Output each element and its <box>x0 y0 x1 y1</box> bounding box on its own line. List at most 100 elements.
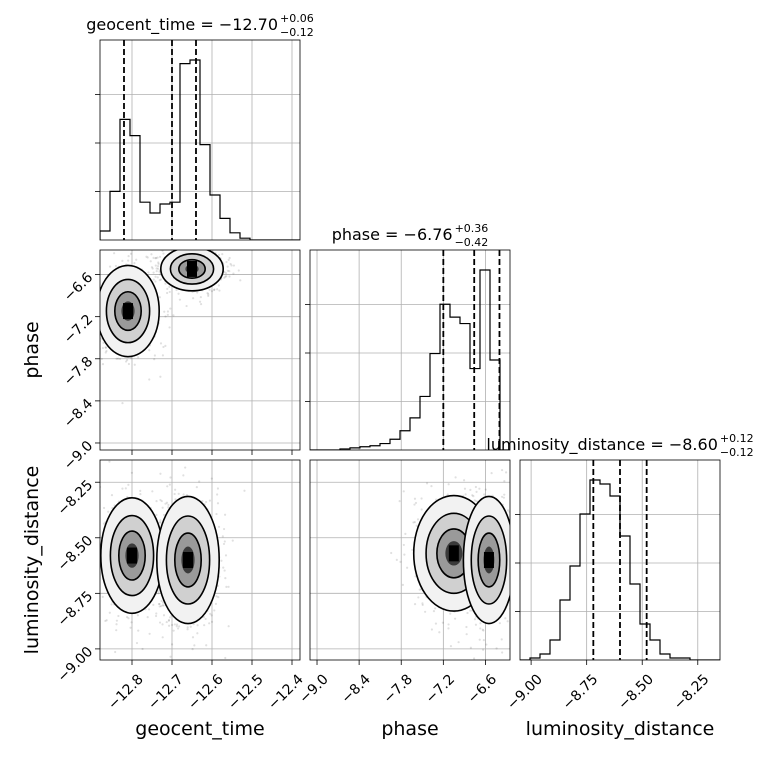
sample-point <box>153 354 156 357</box>
title-geocent_time: geocent_time = −12.70 +0.06−0.12 <box>86 12 314 39</box>
sample-point <box>152 278 155 281</box>
sample-point <box>102 242 104 244</box>
sample-point <box>466 611 469 615</box>
sample-point <box>205 500 208 504</box>
sample-point <box>156 265 160 268</box>
sample-point <box>504 471 508 474</box>
sample-point <box>189 625 192 628</box>
sample-point <box>161 601 165 604</box>
sample-point <box>150 253 153 256</box>
sample-point <box>167 506 170 509</box>
x-tick-label: −12.7 <box>145 671 187 713</box>
sample-point <box>239 279 242 282</box>
panel-inner <box>310 250 510 450</box>
sample-point <box>167 503 170 506</box>
sample-point <box>146 256 149 259</box>
sample-point <box>184 466 187 469</box>
sample-point <box>162 252 165 255</box>
sample-point <box>198 300 202 303</box>
sample-point <box>158 621 162 624</box>
sample-point <box>175 288 178 292</box>
sample-point <box>155 612 158 615</box>
panel-r0-c0 <box>95 39 301 241</box>
sample-point <box>193 644 196 647</box>
sample-point <box>216 487 220 490</box>
x-tick-label: −12.8 <box>105 671 147 713</box>
sample-point <box>464 493 467 496</box>
sample-point <box>430 628 434 631</box>
x-tick-label: −7.8 <box>381 671 416 706</box>
sample-point <box>117 357 120 360</box>
sample-point <box>512 537 514 539</box>
sample-point <box>467 457 469 459</box>
sample-point <box>186 626 189 629</box>
sample-point <box>465 625 468 629</box>
sample-point <box>515 576 517 578</box>
sample-point <box>513 570 515 572</box>
x-axis-label-luminosity_distance: luminosity_distance <box>526 718 715 740</box>
sample-point <box>93 349 95 351</box>
sample-point <box>101 363 105 366</box>
sample-point <box>159 498 162 502</box>
sample-point <box>210 614 213 617</box>
sample-point <box>151 267 154 270</box>
sample-point <box>227 625 230 628</box>
sample-point <box>441 621 444 624</box>
sample-point <box>232 272 235 275</box>
density-peak <box>187 260 197 277</box>
panel-inner <box>520 460 720 660</box>
sample-point <box>168 290 171 294</box>
sample-point <box>401 583 404 586</box>
sample-point <box>155 500 158 503</box>
y-tick-label: −9.0 <box>61 438 96 473</box>
x-tick-label: −6.6 <box>465 671 500 706</box>
sample-point <box>105 349 108 353</box>
sample-point <box>413 520 416 524</box>
title-lower: −0.42 <box>455 236 489 249</box>
sample-point <box>118 357 122 361</box>
sample-point <box>472 657 476 660</box>
sample-point <box>434 607 437 610</box>
sample-point <box>224 577 227 580</box>
sample-point <box>500 495 504 498</box>
title-lower: −0.12 <box>720 446 754 459</box>
sample-point <box>110 603 113 606</box>
sample-point <box>482 639 485 642</box>
sample-point <box>196 241 198 243</box>
y-tick-label: −6.6 <box>61 269 96 304</box>
density-peak <box>183 552 193 568</box>
sample-point <box>127 362 131 366</box>
sample-point <box>516 553 518 555</box>
sample-point <box>469 646 472 649</box>
sample-point <box>213 244 215 246</box>
sample-point <box>185 493 189 497</box>
sample-point <box>222 527 226 531</box>
sample-point <box>224 275 227 278</box>
sample-point <box>156 267 160 270</box>
sample-point <box>523 603 525 605</box>
x-tick-label: −12.5 <box>225 671 267 713</box>
sample-point <box>121 259 124 262</box>
panel-frame <box>99 249 301 451</box>
sample-point <box>420 497 423 500</box>
sample-point <box>97 306 99 308</box>
sample-point <box>195 486 198 489</box>
sample-point <box>232 264 236 267</box>
sample-point <box>159 375 162 378</box>
sample-point <box>145 220 147 222</box>
sample-point <box>107 246 109 248</box>
sample-point <box>472 495 475 498</box>
gridlines <box>520 460 720 660</box>
sample-point <box>474 623 478 626</box>
sample-point <box>148 632 151 635</box>
sample-point <box>97 513 99 515</box>
sample-point <box>129 626 132 629</box>
sample-point <box>475 490 478 493</box>
sample-point <box>478 487 481 490</box>
sample-point <box>177 292 180 295</box>
sample-point <box>108 460 111 463</box>
sample-point <box>479 622 482 625</box>
sample-point <box>158 279 161 282</box>
panel-inner <box>97 460 300 660</box>
sample-point <box>446 493 449 496</box>
